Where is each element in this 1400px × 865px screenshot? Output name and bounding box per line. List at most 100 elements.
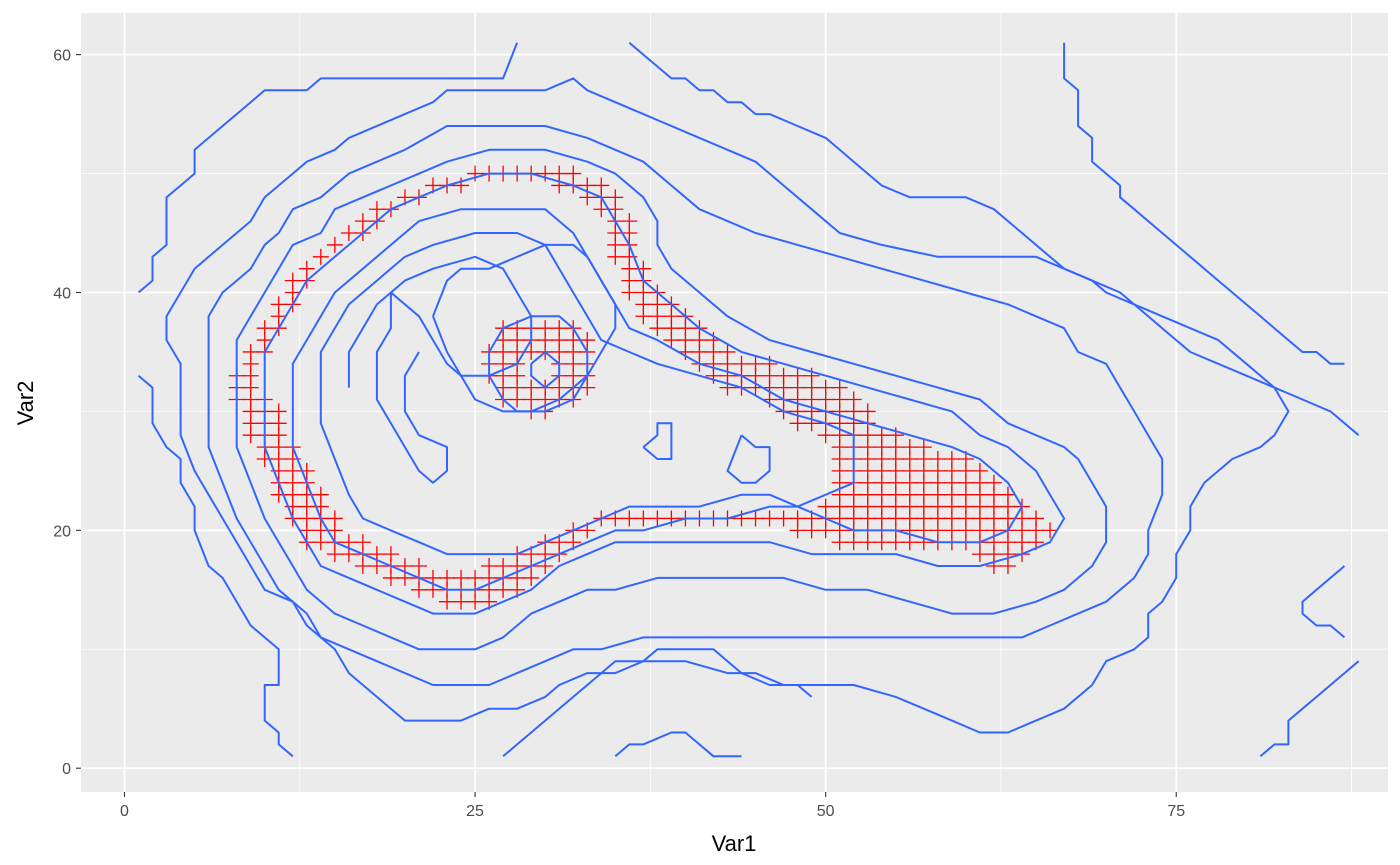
contour-line [165,77,1290,734]
y-tick-label: 40 [53,285,71,302]
contour-line [207,125,1164,686]
red-plus-marker [635,510,652,527]
red-plus-marker [467,165,484,182]
x-tick-label: 75 [1167,803,1185,820]
contour-layer [137,41,1360,758]
red-plus-marker [775,367,792,384]
red-plus-marker [326,236,343,253]
red-plus-marker [649,510,666,527]
red-plus-marker [817,379,834,396]
red-plus-marker [242,343,259,360]
red-plus-marker [719,343,736,360]
contour-line [1301,565,1346,639]
red-plus-marker [943,450,960,467]
contour-line [726,434,771,484]
red-plus-marker [298,260,315,277]
red-plus-marker [789,510,806,527]
y-tick-label: 60 [53,48,71,65]
contour-line [235,148,1108,651]
red-plus-marker [481,558,498,575]
contour-line [137,374,294,758]
contour-line [614,731,742,758]
red-plus-marker [915,439,932,456]
red-plus-marker [789,367,806,384]
red-plus-marker [859,403,876,420]
red-plus-marker [761,510,778,527]
red-plus-marker [901,439,918,456]
red-plus-marker [453,569,470,586]
contour-line [1063,42,1345,365]
red-plus-marker [803,367,820,384]
contour-line [488,315,589,413]
contour-line [530,351,561,389]
red-plus-marker [453,177,470,194]
red-plus-marker [551,320,568,337]
red-plus-marker [256,320,273,337]
red-plus-marker [551,165,568,182]
red-plus-marker [831,379,848,396]
contour-line [1259,660,1360,758]
red-plus-marker [368,201,385,218]
red-plus-marker [887,427,904,444]
red-plus-marker [312,486,329,503]
contour-line [263,172,1066,615]
contour-line [432,243,617,413]
red-plus-marker [621,510,638,527]
red-plus-marker [733,510,750,527]
y-axis: 0 20 40 60 [53,48,81,778]
x-axis-title: Var1 [712,831,757,856]
red-plus-marker [929,450,946,467]
red-plus-marker [579,332,596,349]
red-plus-marker [985,474,1002,491]
marker-layer [228,165,1059,610]
y-tick-label: 20 [53,523,71,540]
red-plus-marker [284,272,301,289]
red-plus-marker [775,510,792,527]
red-plus-marker [270,403,287,420]
plot-panel [81,13,1388,792]
red-plus-marker [312,248,329,265]
red-plus-marker [593,177,610,194]
red-plus-marker [354,534,371,551]
red-plus-marker [326,510,343,527]
red-plus-marker [761,355,778,372]
red-plus-marker [817,498,834,515]
contour-line [319,232,855,556]
red-plus-marker [382,546,399,563]
red-plus-marker [354,213,371,230]
y-tick-label: 0 [62,761,71,778]
grid-minor [81,13,1388,792]
red-plus-marker [270,296,287,313]
x-tick-label: 25 [466,803,484,820]
red-plus-marker [621,213,638,230]
red-plus-marker [999,486,1016,503]
red-plus-marker [467,569,484,586]
red-plus-marker [565,165,582,182]
contour-line [502,648,813,758]
red-plus-marker [971,462,988,479]
contour-line [628,41,1360,436]
red-plus-marker [1028,510,1045,527]
red-plus-marker [523,379,540,396]
contour-line [347,255,533,484]
red-plus-marker [340,225,357,242]
red-plus-marker [663,510,680,527]
red-plus-marker [873,427,890,444]
contour-line [642,422,673,460]
red-plus-marker [747,355,764,372]
x-axis: 0 25 50 75 [120,792,1185,820]
red-plus-marker [733,355,750,372]
contour-line [137,42,519,294]
y-axis-title: Var2 [13,381,38,426]
red-plus-marker [495,558,512,575]
x-tick-label: 50 [817,803,835,820]
red-plus-marker [537,320,554,337]
red-plus-marker [439,569,456,586]
red-plus-marker [747,510,764,527]
contour-line [291,208,1023,591]
red-plus-marker [607,189,624,206]
x-tick-label: 0 [120,803,129,820]
red-plus-marker [537,165,554,182]
red-plus-marker [410,558,427,575]
